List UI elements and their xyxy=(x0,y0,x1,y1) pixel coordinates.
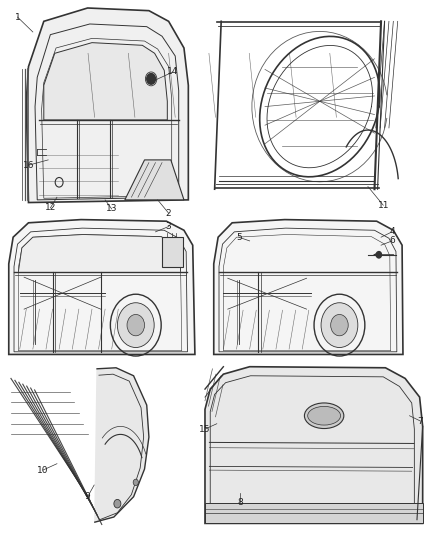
Circle shape xyxy=(331,314,348,336)
Circle shape xyxy=(127,314,145,336)
PathPatch shape xyxy=(125,160,184,200)
Text: 8: 8 xyxy=(237,498,243,506)
Ellipse shape xyxy=(304,403,344,429)
Circle shape xyxy=(376,252,381,258)
Text: 3: 3 xyxy=(166,222,172,231)
PathPatch shape xyxy=(44,43,167,120)
Ellipse shape xyxy=(307,406,341,425)
Bar xyxy=(205,503,423,523)
Bar xyxy=(162,237,183,266)
Text: 9: 9 xyxy=(85,492,91,501)
PathPatch shape xyxy=(18,235,180,272)
Text: 10: 10 xyxy=(37,466,49,474)
Text: 5: 5 xyxy=(236,233,242,241)
Text: 11: 11 xyxy=(378,201,389,209)
Circle shape xyxy=(321,303,358,348)
Text: 1: 1 xyxy=(14,13,21,21)
PathPatch shape xyxy=(214,220,403,354)
Text: 4: 4 xyxy=(389,228,395,236)
Text: 15: 15 xyxy=(199,425,211,433)
Text: 6: 6 xyxy=(389,237,395,245)
Text: 2: 2 xyxy=(166,209,171,217)
Circle shape xyxy=(114,499,121,508)
Text: 7: 7 xyxy=(417,417,424,425)
Circle shape xyxy=(133,479,138,486)
PathPatch shape xyxy=(94,368,149,522)
PathPatch shape xyxy=(9,220,195,354)
Text: 13: 13 xyxy=(106,205,117,213)
Text: 12: 12 xyxy=(45,204,56,212)
Text: 16: 16 xyxy=(23,161,34,169)
PathPatch shape xyxy=(205,367,423,523)
PathPatch shape xyxy=(26,8,188,203)
Circle shape xyxy=(147,74,155,84)
Circle shape xyxy=(117,303,154,348)
Text: 14: 14 xyxy=(167,68,179,76)
